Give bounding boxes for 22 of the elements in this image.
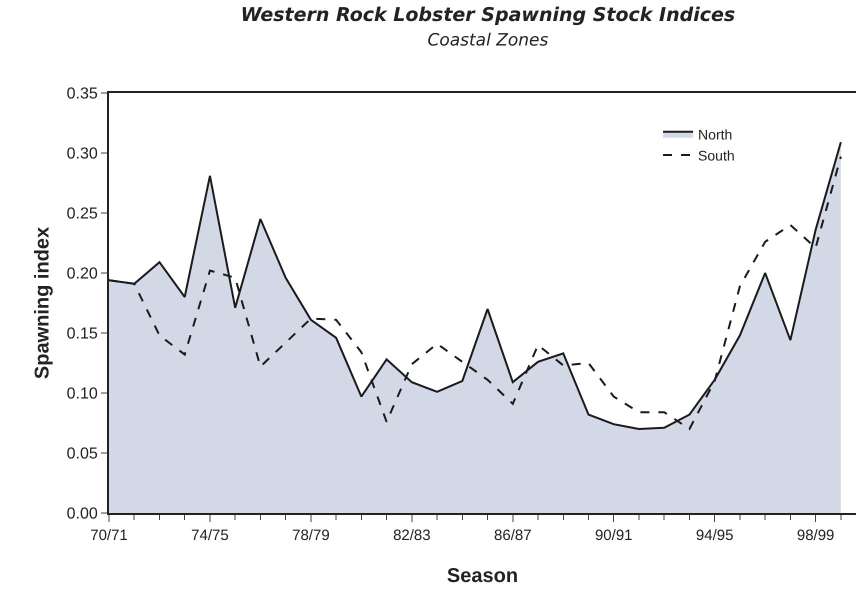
x-tick-label: 70/71 <box>90 527 128 544</box>
chart-subtitle: Coastal Zones <box>427 30 549 51</box>
x-tick-label: 82/83 <box>393 527 431 544</box>
x-tick-label: 78/79 <box>292 527 330 544</box>
chart-title: Western Rock Lobster Spawning Stock Indices <box>240 4 736 26</box>
legend-label: North <box>698 126 732 142</box>
y-tick-label: 0.10 <box>66 386 98 403</box>
legend-label: South <box>698 147 735 164</box>
y-tick-label: 0.05 <box>66 446 98 463</box>
y-tick-label: 0.30 <box>66 146 98 163</box>
y-tick-label: 0.00 <box>66 506 98 523</box>
x-tick-label: 74/75 <box>191 527 229 544</box>
x-tick-label: 90/91 <box>594 527 633 544</box>
y-tick-label: 0.15 <box>66 326 98 343</box>
x-axis-title: Season <box>446 565 518 587</box>
y-tick-label: 0.20 <box>66 266 98 283</box>
x-tick-label: 98/99 <box>796 527 834 544</box>
y-tick-label: 0.35 <box>66 86 98 103</box>
y-axis-title: Spawning index <box>32 226 54 380</box>
y-tick-label: 0.25 <box>66 206 98 223</box>
x-tick-label: 94/95 <box>696 527 734 544</box>
x-tick-label: 86/87 <box>494 527 532 544</box>
